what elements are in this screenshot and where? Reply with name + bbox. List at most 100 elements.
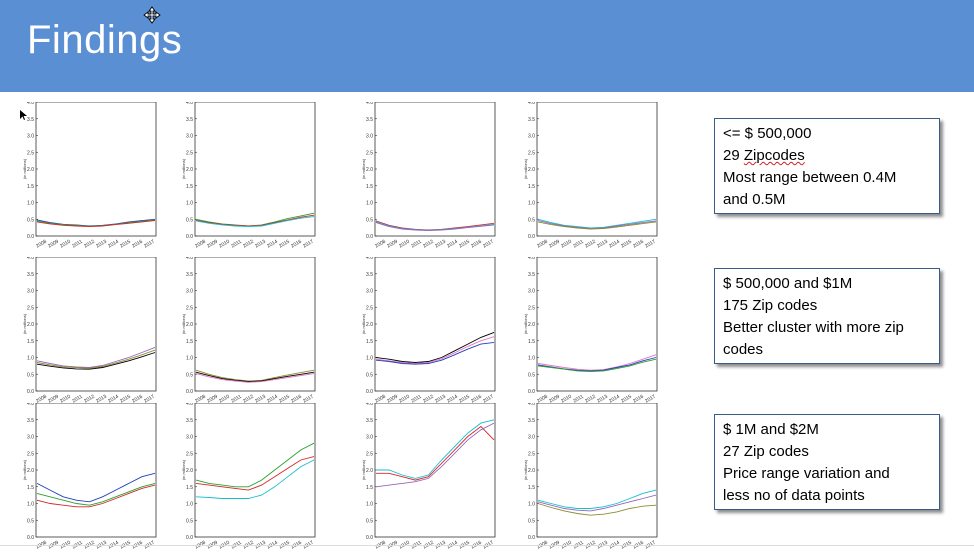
x-tick-label: 2014 bbox=[446, 239, 459, 250]
y-tick-label: 2.0 bbox=[27, 322, 34, 328]
x-tick-label: 2015 bbox=[278, 239, 291, 250]
y-tick-label: 1.5 bbox=[366, 184, 373, 190]
series-line bbox=[537, 494, 657, 512]
y-tick-label: 2.5 bbox=[27, 150, 34, 156]
plot-frame bbox=[194, 257, 316, 392]
y-tick-label: 4.0 bbox=[27, 257, 34, 261]
y-tick-label: 3.0 bbox=[366, 289, 373, 295]
y-tick-label: 3.5 bbox=[528, 117, 535, 123]
x-tick-label: 2008 bbox=[194, 394, 207, 405]
y-tick-label: 3.5 bbox=[366, 418, 373, 424]
y-tick-label: 1.0 bbox=[27, 356, 34, 362]
y-tick-label: 1.5 bbox=[27, 184, 34, 190]
x-tick-label: 2008 bbox=[35, 394, 48, 405]
note-box-mid: $ 500,000 and $1M 175 Zip codes Better c… bbox=[714, 268, 940, 364]
y-tick-label: 0.0 bbox=[27, 389, 34, 395]
charts-grid: 0.0 0.5 1.0 1.5 2.0 2.5 3.0 3.5 4.0 (in millions)… bbox=[0, 92, 700, 551]
y-tick-label: 3.0 bbox=[186, 134, 193, 140]
y-tick-label: 4.0 bbox=[366, 102, 373, 106]
x-tick-label: 2010 bbox=[59, 239, 72, 250]
x-tick-label: 2015 bbox=[119, 394, 132, 405]
x-tick-label: 2010 bbox=[218, 394, 231, 405]
x-tick-label: 2008 bbox=[374, 239, 387, 250]
price-chart: 0.0 0.5 1.0 1.5 2.0 2.5 3.0 3.5 4.0 (in millions)… bbox=[181, 257, 321, 407]
x-tick-label: 2010 bbox=[560, 394, 573, 405]
series-line bbox=[537, 489, 657, 509]
y-tick-label: 2.0 bbox=[528, 167, 535, 173]
series-line bbox=[537, 358, 657, 373]
y-tick-label: 1.0 bbox=[366, 502, 373, 508]
x-tick-label: 2014 bbox=[266, 239, 279, 250]
series-line bbox=[195, 456, 315, 491]
series-line bbox=[36, 482, 156, 506]
y-tick-label: 3.5 bbox=[27, 117, 34, 123]
y-tick-label: 2.0 bbox=[366, 468, 373, 474]
y-tick-label: 2.0 bbox=[186, 468, 193, 474]
x-tick-label: 2009 bbox=[386, 394, 399, 405]
x-tick-label: 2013 bbox=[95, 239, 108, 250]
y-tick-label: 4.0 bbox=[528, 257, 535, 261]
y-tick-label: 3.0 bbox=[528, 134, 535, 140]
series-line bbox=[376, 425, 495, 481]
series-line bbox=[36, 220, 156, 228]
x-tick-label: 2011 bbox=[230, 239, 243, 250]
y-tick-label: 0.0 bbox=[366, 535, 373, 541]
series-line bbox=[375, 336, 495, 364]
note-line: less no of data points bbox=[723, 487, 865, 504]
y-tick-label: 3.5 bbox=[186, 117, 193, 123]
y-tick-label: 4.0 bbox=[186, 403, 193, 407]
y-tick-label: 4.0 bbox=[186, 257, 193, 261]
series-line bbox=[36, 352, 156, 370]
x-tick-label: 2013 bbox=[254, 239, 267, 250]
y-tick-label: 3.0 bbox=[186, 289, 193, 295]
series-line bbox=[375, 341, 495, 365]
y-tick-label: 0.0 bbox=[528, 389, 535, 395]
y-tick-label: 2.0 bbox=[366, 322, 373, 328]
x-tick-label: 2009 bbox=[206, 239, 219, 250]
x-tick-label: 2010 bbox=[59, 394, 72, 405]
x-tick-label: 2013 bbox=[95, 394, 108, 405]
y-tick-label: 3.5 bbox=[528, 418, 535, 424]
y-tick-label: 3.5 bbox=[27, 272, 34, 278]
plot-frame bbox=[194, 403, 316, 538]
note-line: and 0.5M bbox=[723, 191, 786, 208]
note-line: 27 Zip codes bbox=[723, 443, 809, 460]
y-tick-label: 0.0 bbox=[186, 389, 193, 395]
y-tick-label: 3.0 bbox=[186, 435, 193, 441]
y-tick-label: 0.0 bbox=[528, 535, 535, 541]
y-tick-label: 1.0 bbox=[528, 356, 535, 362]
chart-svg: 0.0 0.5 1.0 1.5 2.0 2.5 3.0 3.5 4.0 (in millions)… bbox=[523, 257, 658, 405]
note-line: $ 1M and $2M bbox=[723, 421, 819, 438]
plot-frame bbox=[536, 403, 658, 538]
x-tick-label: 2011 bbox=[572, 239, 585, 250]
y-tick-label: 1.0 bbox=[366, 201, 373, 207]
series-line bbox=[195, 369, 315, 382]
y-tick-label: 2.0 bbox=[186, 167, 193, 173]
chart-svg: 0.0 0.5 1.0 1.5 2.0 2.5 3.0 3.5 4.0 (in millions)… bbox=[22, 403, 157, 551]
y-tick-label: 0.5 bbox=[27, 518, 34, 524]
y-axis-label: (in millions) bbox=[361, 313, 366, 334]
y-tick-label: 3.0 bbox=[528, 289, 535, 295]
y-axis-label: (in millions) bbox=[523, 313, 528, 334]
x-tick-label: 2016 bbox=[632, 394, 645, 405]
y-tick-label: 1.5 bbox=[366, 485, 373, 491]
y-tick-label: 2.5 bbox=[27, 451, 34, 457]
y-axis-label: (in millions) bbox=[523, 459, 528, 480]
y-tick-label: 1.0 bbox=[186, 201, 193, 207]
series-line bbox=[36, 484, 156, 508]
y-tick-label: 2.5 bbox=[366, 305, 373, 311]
x-tick-label: 2015 bbox=[458, 239, 471, 250]
y-tick-label: 0.5 bbox=[27, 372, 34, 378]
x-tick-label: 2011 bbox=[230, 394, 243, 405]
y-tick-label: 1.0 bbox=[186, 356, 193, 362]
x-tick-label: 2012 bbox=[242, 239, 255, 250]
x-tick-label: 2012 bbox=[422, 394, 435, 405]
x-tick-label: 2012 bbox=[242, 394, 255, 405]
series-line bbox=[195, 373, 315, 383]
y-tick-label: 2.5 bbox=[27, 305, 34, 311]
series-line bbox=[537, 221, 657, 230]
x-tick-label: 2016 bbox=[290, 239, 303, 250]
chart-svg: 0.0 0.5 1.0 1.5 2.0 2.5 3.0 3.5 4.0 (in millions)… bbox=[523, 102, 658, 250]
slide-header: Findings bbox=[0, 0, 974, 92]
x-tick-label: 2014 bbox=[107, 394, 120, 405]
